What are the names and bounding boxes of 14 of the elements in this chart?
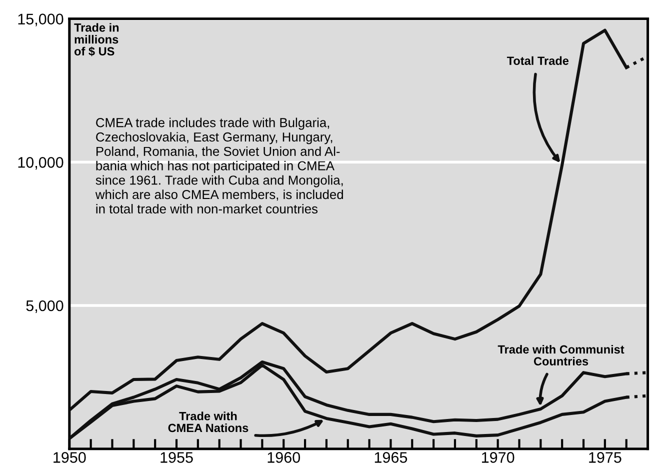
x-tick-label: 1970: [482, 452, 514, 463]
x-tick-label: 1955: [160, 452, 193, 463]
y-axis-title: Trade in millions of $ US: [74, 23, 119, 56]
x-tick-label: 1965: [374, 452, 408, 463]
y-tick-label: 10,000: [18, 157, 64, 170]
x-tick-label: 1960: [268, 452, 300, 463]
series-label: Trade with CMEA Nations: [168, 412, 248, 432]
series-label: Total Trade: [506, 56, 569, 65]
x-tick-label: 1950: [54, 452, 86, 463]
series-label: Trade with Communist Countries: [498, 344, 624, 366]
x-tick-label: 1975: [589, 452, 622, 463]
y-tick-label: 5,000: [26, 300, 64, 313]
y-tick-label: 15,000: [18, 14, 64, 26]
annotation: CMEA trade includes trade with Bulgaria, Czechoslovakia, East Germany, Hungary, Poland, Romania, the Soviet Union and Al- bania which has not participated in CMEA since 1961. Trade with Cuba and Mongolia, which are also CMEA members, is included in total trade with non-market countries: [95, 118, 343, 214]
